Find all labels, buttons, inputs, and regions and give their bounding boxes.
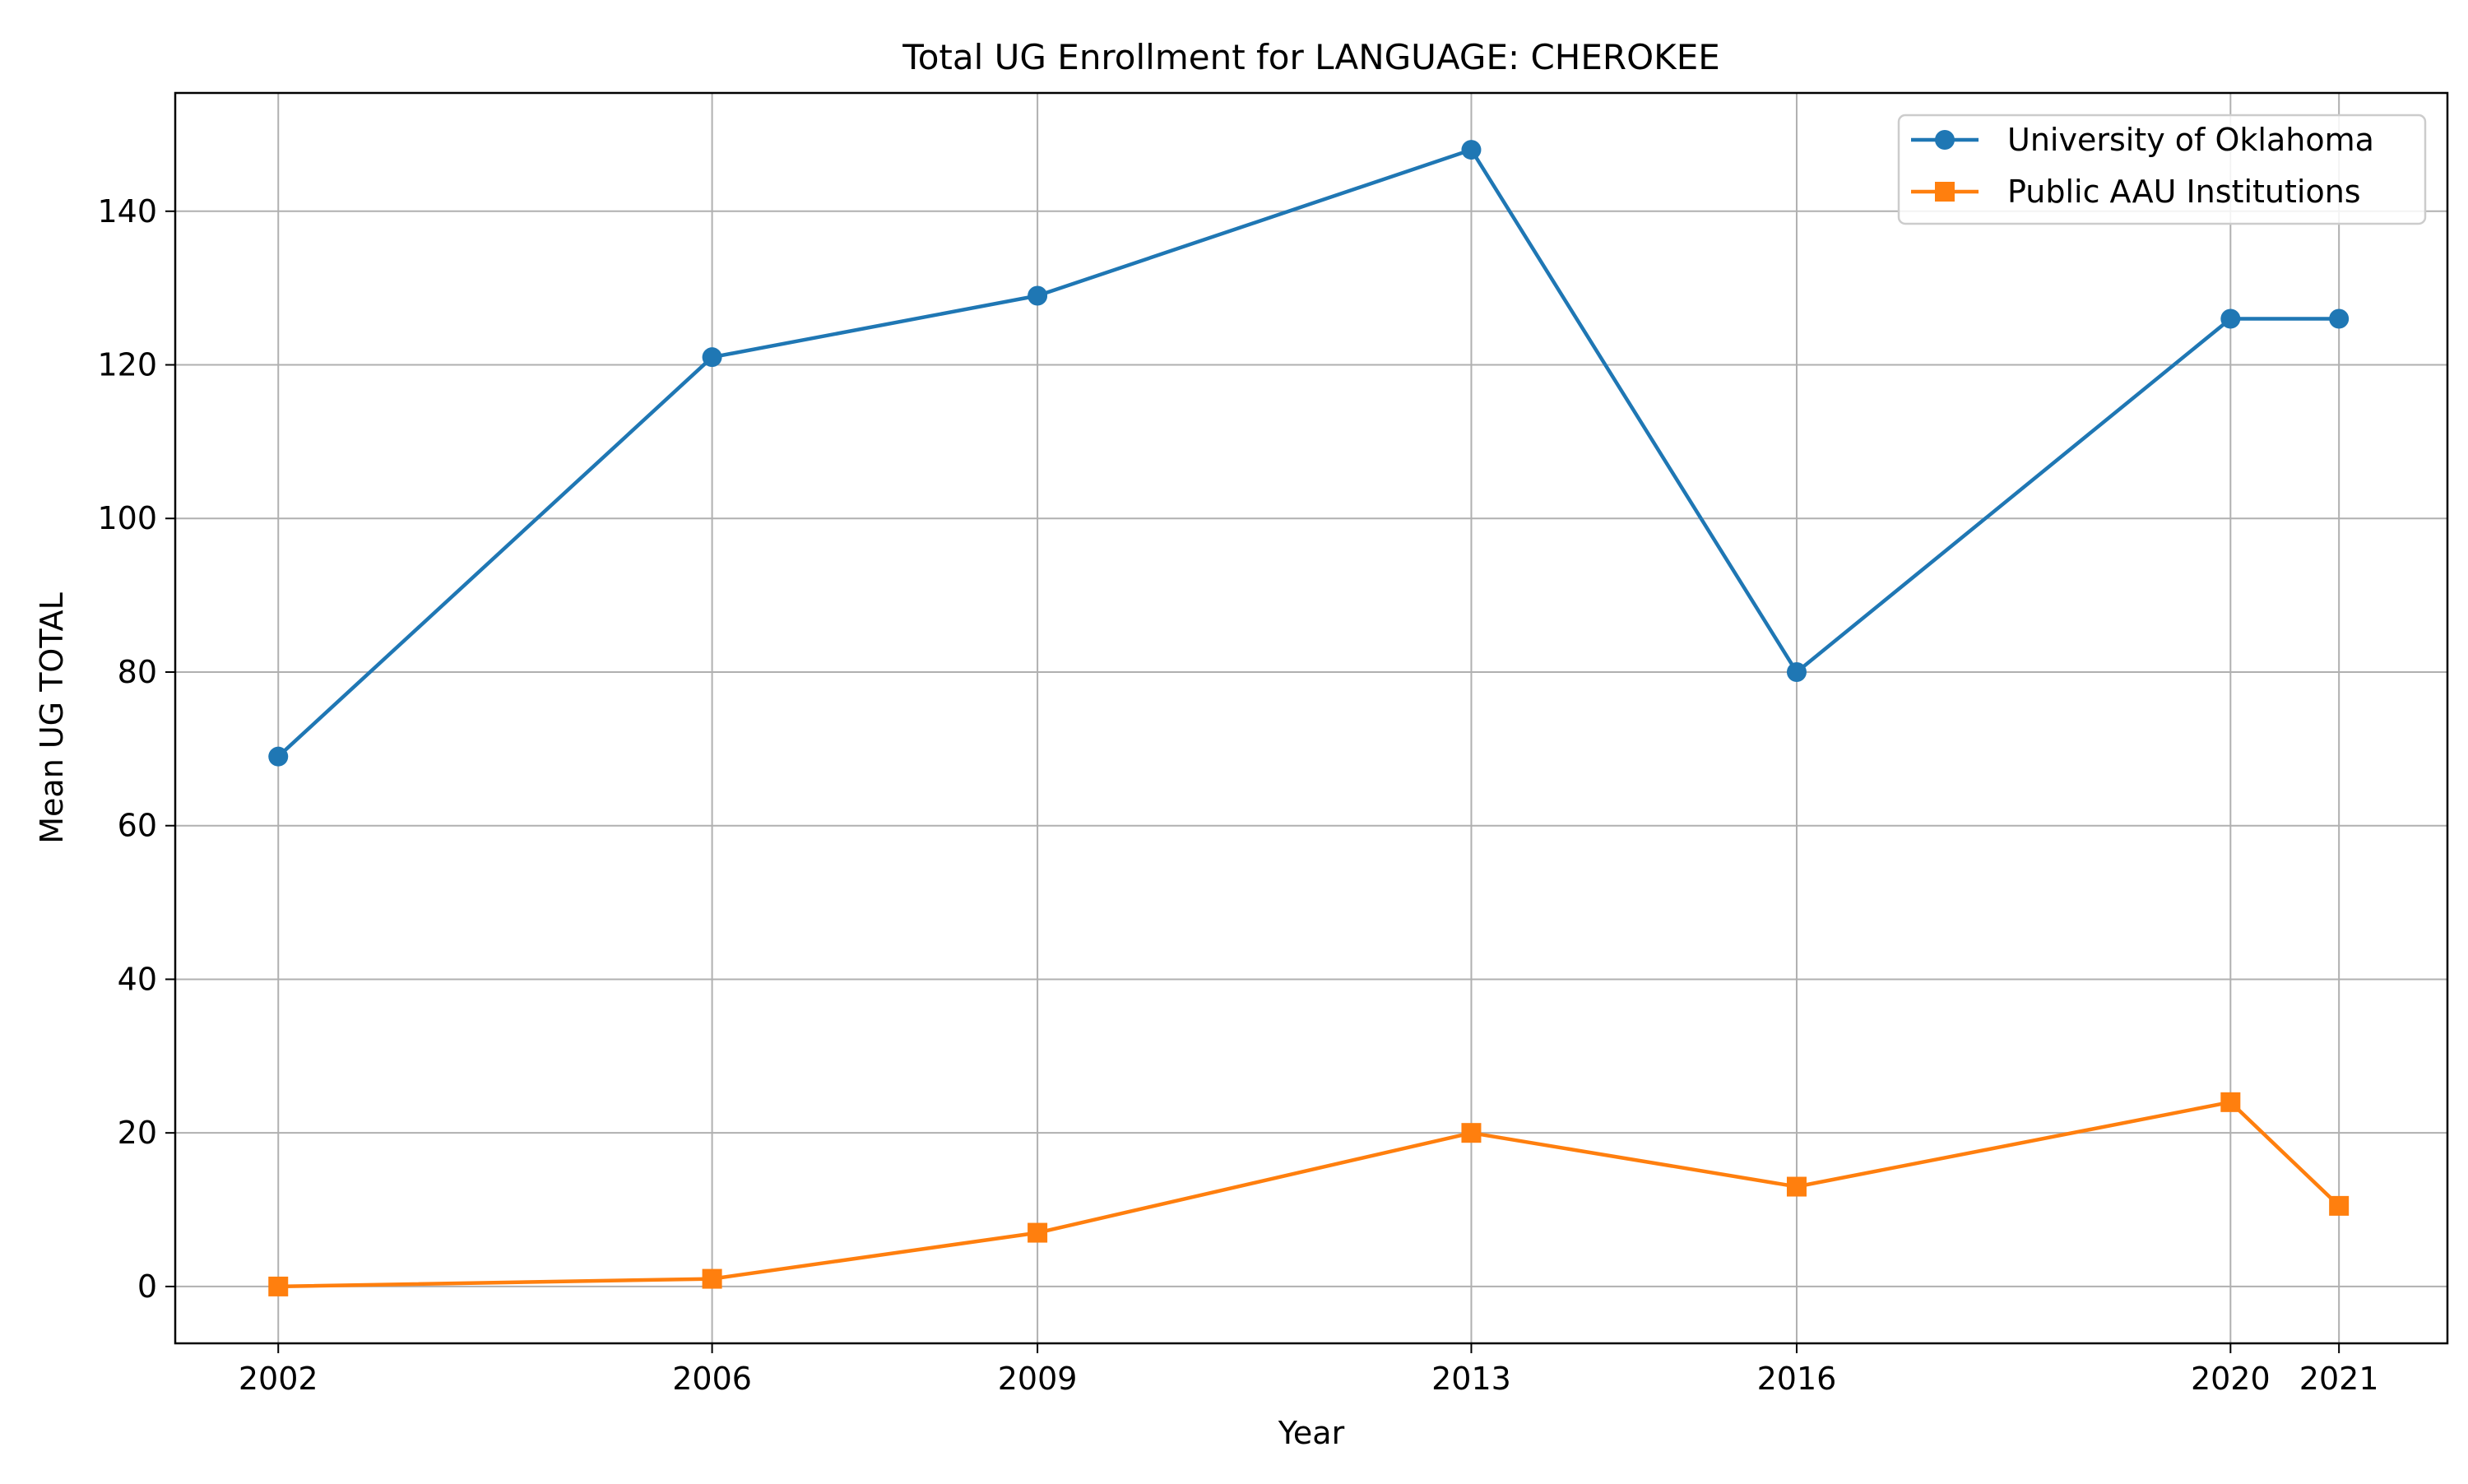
x-tick-label: 2009 <box>998 1361 1078 1397</box>
y-axis-label: Mean UG TOTAL <box>34 592 70 844</box>
y-tick-label: 20 <box>118 1115 157 1151</box>
data-point-university-of-oklahoma <box>2329 308 2350 329</box>
x-tick-label: 2002 <box>239 1361 318 1397</box>
y-tick-label: 0 <box>137 1268 157 1305</box>
data-point-university-of-oklahoma <box>268 746 289 767</box>
data-point-university-of-oklahoma <box>702 347 722 368</box>
legend-entry-public-aau-institutions: Public AAU Institutions <box>1911 174 2361 210</box>
data-point-public-aau-institutions <box>1028 1222 1048 1243</box>
series-public-aau-institutions <box>268 1092 2350 1296</box>
series-layer <box>268 140 2350 1296</box>
legend-entry-university-of-oklahoma: University of Oklahoma <box>1911 122 2374 158</box>
chart-title: Total UG Enrollment for LANGUAGE: CHEROK… <box>902 37 1720 77</box>
data-point-public-aau-institutions <box>1786 1176 1807 1197</box>
axes: 2002 2006 2009 2013 2016 2020 2021 0 20 40 60 80 100… <box>97 193 2378 1397</box>
y-tick-label: 100 <box>97 500 157 536</box>
x-tick-label: 2016 <box>1757 1361 1837 1397</box>
y-tick-label: 40 <box>118 961 157 997</box>
x-axis-label: Year <box>1278 1415 1345 1451</box>
data-point-university-of-oklahoma <box>1786 661 1807 682</box>
y-tick-label: 120 <box>97 347 157 383</box>
legend-marker-university-of-oklahoma <box>1935 130 1955 150</box>
legend-marker-public-aau-institutions <box>1935 182 1955 202</box>
data-point-university-of-oklahoma <box>1028 285 1048 306</box>
y-tick-label: 60 <box>118 808 157 844</box>
data-point-university-of-oklahoma <box>2220 308 2241 329</box>
legend-label-university-of-oklahoma: University of Oklahoma <box>2007 122 2374 158</box>
legend-label-public-aau-institutions: Public AAU Institutions <box>2007 174 2361 210</box>
data-point-university-of-oklahoma <box>1461 140 1482 160</box>
x-tick-label: 2006 <box>672 1361 752 1397</box>
data-point-public-aau-institutions <box>1461 1123 1482 1143</box>
legend: University of Oklahoma Public AAU Instit… <box>1897 114 2427 225</box>
x-tick-label: 2020 <box>2191 1361 2271 1397</box>
y-tick-label: 80 <box>118 654 157 690</box>
plot-area-frame <box>174 91 2449 1345</box>
data-point-public-aau-institutions <box>2329 1195 2350 1216</box>
data-point-public-aau-institutions <box>268 1276 289 1296</box>
y-tick-label: 140 <box>97 193 157 230</box>
legend-box <box>1897 114 2427 225</box>
data-point-public-aau-institutions <box>702 1268 722 1289</box>
data-point-public-aau-institutions <box>2220 1092 2241 1112</box>
x-tick-label: 2021 <box>2299 1361 2379 1397</box>
x-tick-label: 2013 <box>1431 1361 1511 1397</box>
series-university-of-oklahoma <box>268 140 2350 767</box>
